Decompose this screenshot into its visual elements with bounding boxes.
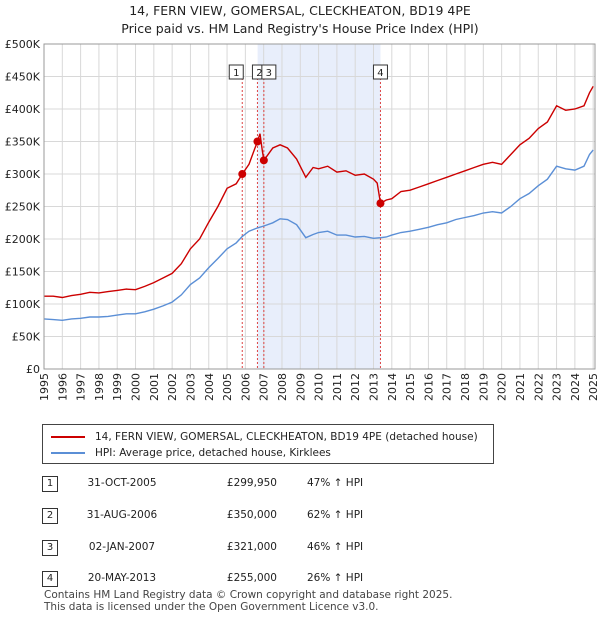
x-tick-label: 2012 xyxy=(349,373,362,401)
x-tick-label: 2005 xyxy=(221,373,234,401)
x-tick-label: 2022 xyxy=(532,373,545,401)
x-tick-label: 2006 xyxy=(239,373,252,401)
transaction-hpi-change: 46% ↑ HPI xyxy=(307,541,364,553)
sale-point-marker xyxy=(259,156,268,165)
table-row: 4 20-MAY-2013 £255,000 26% ↑ HPI xyxy=(42,571,542,589)
event-label-box xyxy=(228,64,244,80)
x-tick-label: 2001 xyxy=(148,373,161,401)
sale-point-marker xyxy=(253,137,262,146)
legend-swatch-hpi xyxy=(51,452,85,454)
sale-point-marker xyxy=(376,199,385,208)
sale-point-marker xyxy=(238,170,247,179)
x-tick-label: 1996 xyxy=(56,373,69,401)
transaction-date: 02-JAN-2007 xyxy=(88,541,156,553)
x-tick-label: 1998 xyxy=(93,373,106,401)
x-tick-label: 2008 xyxy=(276,373,289,401)
transaction-number-badge: 2 xyxy=(42,508,58,524)
transaction-date: 20-MAY-2013 xyxy=(87,572,157,584)
x-tick-label: 2010 xyxy=(313,373,326,401)
transaction-price: £299,950 xyxy=(226,477,277,489)
legend-label-hpi: HPI: Average price, detached house, Kirk… xyxy=(95,447,331,459)
transaction-price: £350,000 xyxy=(226,509,277,521)
x-tick-label: 2020 xyxy=(496,373,509,401)
y-tick-label: £100K xyxy=(5,298,41,311)
legend-item-property: 14, FERN VIEW, GOMERSAL, CLECKHEATON, BD… xyxy=(51,430,478,444)
table-row: 3 02-JAN-2007 £321,000 46% ↑ HPI xyxy=(42,540,542,558)
x-tick-label: 2002 xyxy=(166,373,179,401)
transaction-number-badge: 4 xyxy=(42,571,58,587)
transaction-price: £321,000 xyxy=(226,541,277,553)
hpi-series-line xyxy=(43,149,594,322)
transaction-number-badge: 3 xyxy=(42,540,58,556)
x-tick-label: 2023 xyxy=(551,373,564,401)
transaction-price: £255,000 xyxy=(226,572,277,584)
plot-frame xyxy=(43,43,596,370)
price-chart: £0 £50K £100K £150K £200K £250K £300K £350K £400… xyxy=(5,38,600,401)
table-row: 2 31-AUG-2006 £350,000 62% ↑ HPI xyxy=(42,508,542,526)
x-tick-label: 1995 xyxy=(38,373,51,401)
footer-copyright: Contains HM Land Registry data © Crown c… xyxy=(44,589,453,601)
transaction-number-badge: 1 xyxy=(42,476,58,492)
x-tick-label: 2019 xyxy=(477,373,490,401)
legend-label-property: 14, FERN VIEW, GOMERSAL, CLECKHEATON, BD… xyxy=(95,431,478,443)
x-tick-label: 2025 xyxy=(587,373,600,401)
x-tick-label: 2004 xyxy=(203,373,216,401)
x-tick-label: 2003 xyxy=(184,373,197,401)
y-tick-label: £200K xyxy=(5,233,41,246)
x-tick-label: 2015 xyxy=(404,373,417,401)
chart-title-subtitle: Price paid vs. HM Land Registry's House … xyxy=(121,21,479,36)
transaction-hpi-change: 62% ↑ HPI xyxy=(307,509,364,521)
y-tick-label: £50K xyxy=(12,331,41,344)
x-tick-label: 2021 xyxy=(514,373,527,401)
x-tick-label: 2000 xyxy=(130,373,143,401)
y-tick-label: £400K xyxy=(5,103,41,116)
x-tick-label: 2013 xyxy=(368,373,381,401)
x-tick-label: 2009 xyxy=(294,373,307,401)
x-tick-label: 2011 xyxy=(331,373,344,401)
y-tick-label: £450K xyxy=(5,71,41,84)
transaction-hpi-change: 47% ↑ HPI xyxy=(307,477,364,489)
x-tick-label: 2014 xyxy=(386,373,399,401)
event-label: 2 xyxy=(256,68,262,79)
event-label-box xyxy=(372,64,388,80)
transaction-date: 31-OCT-2005 xyxy=(87,477,157,489)
x-tick-label: 1997 xyxy=(75,373,88,401)
footer-licence: This data is licensed under the Open Gov… xyxy=(44,601,379,613)
y-tick-label: £0 xyxy=(26,363,40,376)
legend-swatch-property xyxy=(51,436,85,438)
table-row: 1 31-OCT-2005 £299,950 47% ↑ HPI xyxy=(42,476,542,494)
x-tick-label: 2024 xyxy=(569,373,582,401)
y-tick-label: £300K xyxy=(5,168,41,181)
x-tick-label: 2018 xyxy=(459,373,472,401)
legend: 14, FERN VIEW, GOMERSAL, CLECKHEATON, BD… xyxy=(42,424,494,464)
x-tick-label: 2016 xyxy=(422,373,435,401)
property-series-line xyxy=(44,85,594,299)
event-label-box xyxy=(261,64,277,80)
y-tick-label: £500K xyxy=(5,38,41,51)
event-label: 1 xyxy=(233,68,239,79)
event-label: 4 xyxy=(377,68,383,79)
transaction-date: 31-AUG-2006 xyxy=(86,509,158,521)
transaction-hpi-change: 26% ↑ HPI xyxy=(307,572,364,584)
x-tick-label: 2007 xyxy=(258,373,271,401)
chart-title-address: 14, FERN VIEW, GOMERSAL, CLECKHEATON, BD… xyxy=(129,3,471,18)
y-tick-label: £250K xyxy=(5,201,41,214)
x-tick-label: 1999 xyxy=(111,373,124,401)
y-tick-label: £150K xyxy=(5,266,41,279)
legend-item-hpi: HPI: Average price, detached house, Kirk… xyxy=(51,446,331,460)
x-tick-label: 2017 xyxy=(441,373,454,401)
event-label: 3 xyxy=(266,68,272,79)
y-tick-label: £350K xyxy=(5,136,41,149)
